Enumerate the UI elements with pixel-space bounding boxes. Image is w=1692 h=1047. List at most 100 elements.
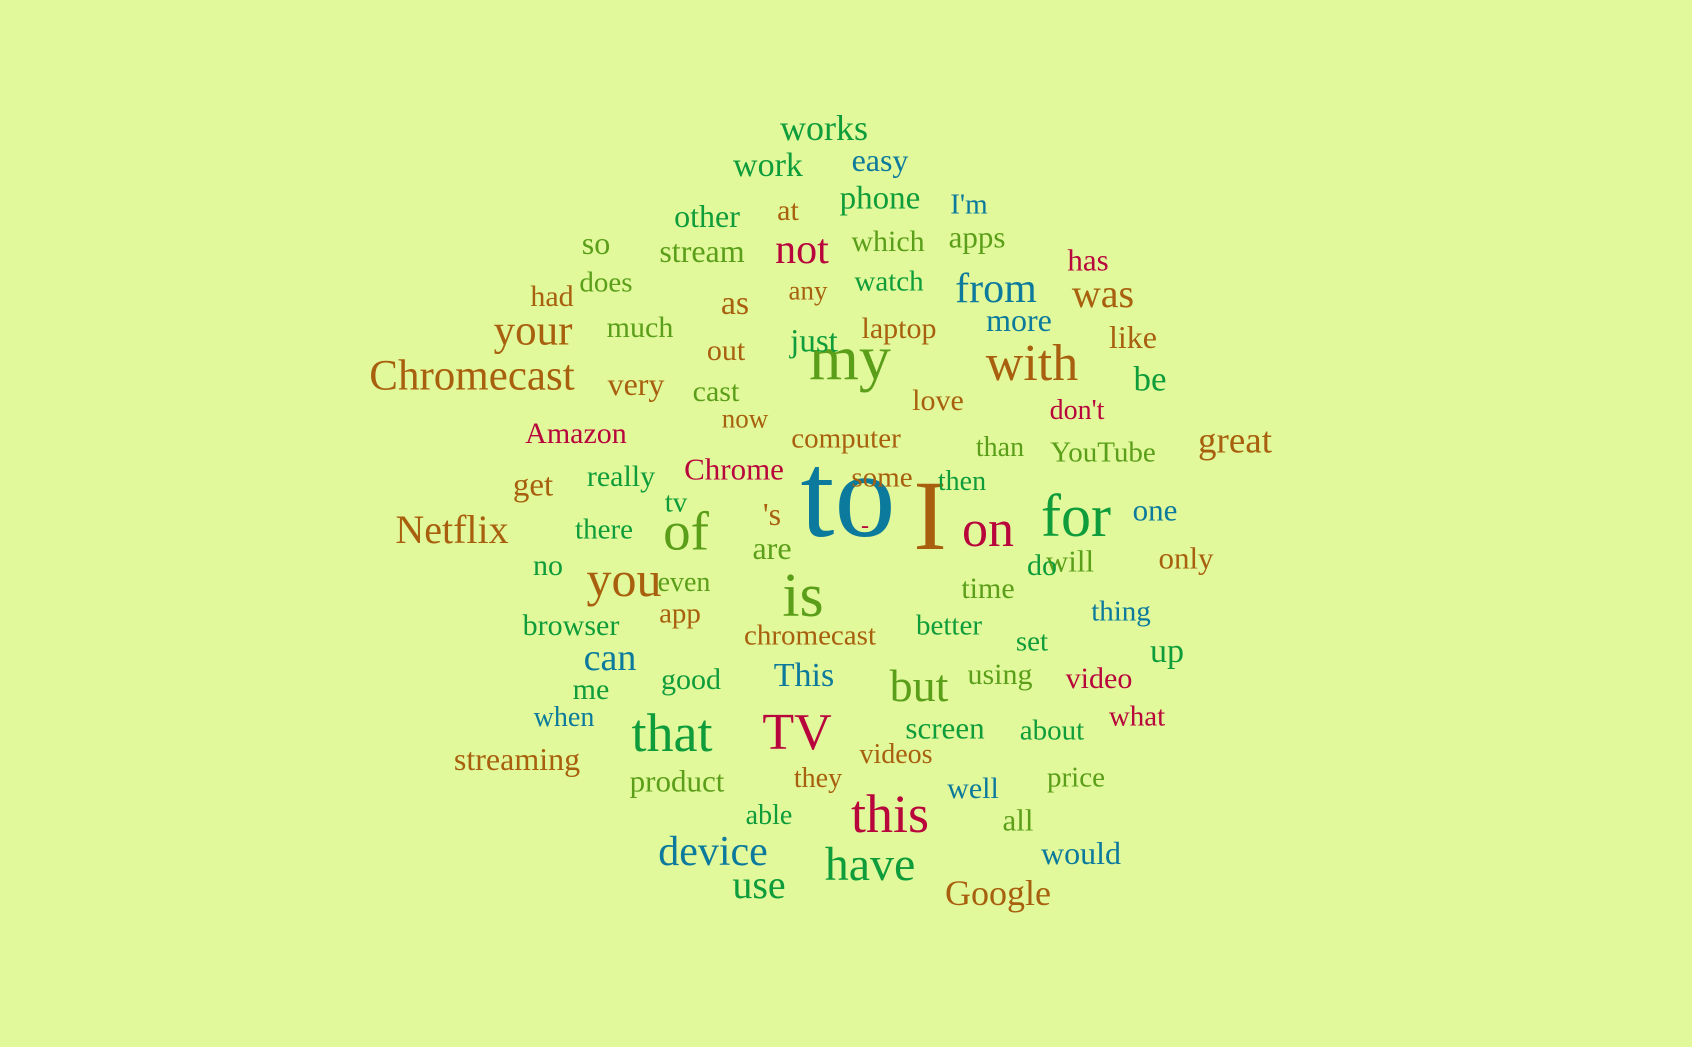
word-74: even — [657, 567, 711, 598]
word-7: is — [782, 562, 824, 630]
word-90: about — [1019, 714, 1085, 747]
word-86: using — [967, 658, 1033, 691]
word-36: apps — [948, 219, 1006, 255]
word-60: really — [586, 460, 656, 493]
word-28: easy — [851, 142, 909, 178]
word-29: phone — [839, 180, 921, 217]
word-33: so — [581, 225, 611, 261]
word-99: all — [1002, 802, 1034, 838]
word-25: Google — [945, 873, 1051, 913]
word-88: when — [533, 702, 595, 733]
word-59: get — [512, 467, 554, 504]
word-6: on — [962, 501, 1014, 558]
word-71: only — [1158, 540, 1214, 576]
word-91: what — [1108, 700, 1166, 733]
word-4: with — [985, 335, 1079, 392]
word-11: TV — [762, 704, 832, 761]
word-41: any — [788, 275, 828, 306]
word-65: 's — [762, 496, 782, 532]
word-34: stream — [659, 233, 745, 269]
word-68: there — [575, 513, 633, 546]
word-80: better — [915, 609, 983, 642]
word-31: other — [674, 198, 740, 234]
word-82: up — [1150, 633, 1184, 670]
word-81: set — [1015, 625, 1049, 658]
word-39: does — [579, 266, 633, 299]
word-43: more — [986, 302, 1052, 338]
word-77: app — [659, 597, 701, 630]
word-8: of — [663, 500, 709, 562]
word-93: videos — [859, 739, 933, 770]
word-89: screen — [905, 710, 985, 746]
word-26: works — [780, 108, 868, 148]
word-17: device — [658, 829, 768, 875]
word-84: good — [661, 663, 721, 696]
word-92: streaming — [453, 741, 581, 777]
word-9: you — [586, 551, 662, 607]
word-44: much — [606, 311, 674, 344]
word-53: don't — [1049, 395, 1105, 426]
word-5: for — [1041, 483, 1111, 549]
word-30: I'm — [950, 188, 988, 221]
word-1: to — [800, 428, 896, 563]
word-72: no — [533, 549, 563, 582]
word-46: just — [790, 323, 838, 360]
word-61: Chrome — [684, 451, 784, 487]
word-15: Chromecast — [369, 352, 575, 400]
word-24: great — [1198, 420, 1272, 462]
word-37: has — [1067, 242, 1109, 278]
word-48: like — [1109, 319, 1157, 355]
word-94: product — [629, 763, 725, 799]
word-38: had — [530, 280, 574, 313]
word-51: cast — [692, 375, 740, 408]
word-64: tv — [664, 486, 688, 519]
word-95: they — [793, 763, 843, 794]
word-27: work — [733, 147, 803, 184]
word-20: was — [1071, 271, 1135, 316]
word-62: some — [851, 461, 913, 494]
word-76: browser — [522, 609, 620, 642]
word-58: YouTube — [1050, 436, 1156, 469]
word-16: Netflix — [395, 507, 509, 552]
word-98: able — [745, 800, 793, 831]
word-54: now — [721, 403, 769, 434]
word-42: watch — [854, 265, 924, 298]
word-13: have — [824, 838, 916, 891]
word-47: laptop — [861, 312, 937, 345]
word-66: - — [861, 513, 869, 539]
word-57: than — [975, 432, 1025, 463]
word-83: me — [572, 673, 610, 706]
word-2: I — [913, 460, 947, 571]
word-85: This — [773, 657, 835, 694]
word-67: one — [1132, 492, 1178, 528]
word-55: Amazon — [525, 417, 627, 450]
word-56: computer — [791, 422, 901, 455]
word-40: as — [720, 285, 750, 322]
word-12: this — [850, 784, 930, 844]
word-50: very — [607, 366, 665, 402]
word-70: will — [1045, 543, 1095, 579]
word-52: love — [912, 384, 964, 417]
word-32: at — [777, 194, 799, 227]
word-63: then — [937, 466, 987, 497]
word-14: but — [889, 660, 949, 711]
word-87: video — [1065, 662, 1133, 695]
word-73: do — [1027, 549, 1057, 582]
word-21: your — [493, 307, 573, 355]
word-3: my — [809, 322, 891, 393]
word-35: which — [851, 225, 925, 258]
word-78: thing — [1091, 595, 1151, 628]
word-45: out — [706, 334, 746, 367]
word-19: from — [955, 266, 1037, 312]
word-49: be — [1133, 359, 1167, 399]
word-18: not — [775, 227, 829, 273]
word-75: time — [961, 572, 1015, 605]
word-96: price — [1047, 761, 1105, 794]
word-79: chromecast — [743, 619, 877, 652]
word-10: that — [631, 703, 713, 763]
word-100: would — [1041, 835, 1121, 871]
word-23: use — [732, 862, 786, 907]
word-97: well — [947, 772, 999, 805]
word-69: are — [752, 530, 792, 566]
